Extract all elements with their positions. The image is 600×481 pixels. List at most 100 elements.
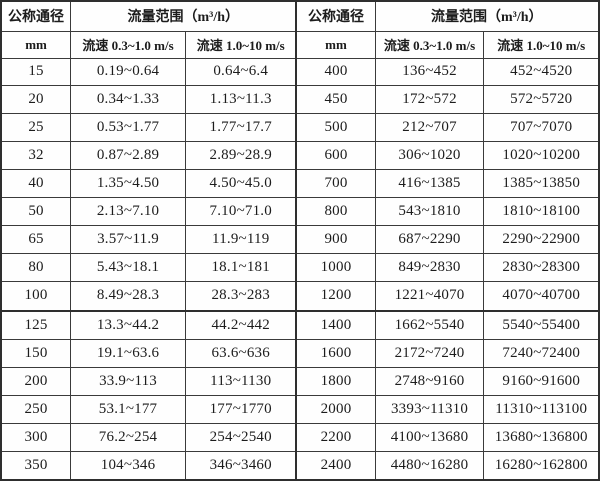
diameter-cell: 65	[0, 225, 72, 255]
flow-low-cell: 3393~11310	[374, 394, 485, 424]
diameter-cell: 800	[295, 197, 376, 227]
flow-low-cell: 543~1810	[374, 197, 485, 227]
flow-low-cell: 1221~4070	[374, 281, 485, 311]
flow-low-cell: 0.87~2.89	[70, 141, 187, 171]
diameter-cell: 350	[0, 450, 72, 481]
flow-low-cell: 1.35~4.50	[70, 169, 187, 199]
flow-low-cell: 1662~5540	[374, 309, 485, 340]
flow-low-cell: 849~2830	[374, 253, 485, 283]
diameter-cell: 2400	[295, 450, 376, 481]
table-row: 50 2.13~7.10 7.10~71.0 800 543~1810 1810~1810…	[0, 197, 600, 227]
flow-high-cell: 44.2~442	[185, 309, 298, 340]
diameter-cell: 200	[0, 366, 72, 396]
flow-high-cell: 63.6~636	[185, 338, 298, 368]
flow-range-header-right: 流量范围（m³/h）	[374, 0, 600, 32]
flow-high-cell: 1385~13850	[483, 169, 600, 199]
velocity-low-header-left: 流速 0.3~1.0 m/s	[70, 30, 187, 59]
diameter-cell: 500	[295, 113, 376, 143]
unit-header-left: mm	[0, 30, 72, 59]
flow-high-cell: 572~5720	[483, 85, 600, 115]
table-row: 32 0.87~2.89 2.89~28.9 600 306~1020 1020~1020…	[0, 141, 600, 171]
flow-range-header-left: 流量范围（m³/h）	[70, 0, 298, 32]
flow-low-cell: 0.34~1.33	[70, 85, 187, 115]
flow-high-cell: 5540~55400	[483, 309, 600, 340]
flow-high-cell: 113~1130	[185, 366, 298, 396]
velocity-high-header-left: 流速 1.0~10 m/s	[185, 30, 298, 59]
flow-high-cell: 0.64~6.4	[185, 57, 298, 87]
flow-low-cell: 5.43~18.1	[70, 253, 187, 283]
flow-low-cell: 172~572	[374, 85, 485, 115]
flow-low-cell: 2748~9160	[374, 366, 485, 396]
flow-low-cell: 19.1~63.6	[70, 338, 187, 368]
diameter-cell: 20	[0, 85, 72, 115]
diameter-cell: 80	[0, 253, 72, 283]
flow-high-cell: 4070~40700	[483, 281, 600, 311]
diameter-cell: 1600	[295, 338, 376, 368]
flow-high-cell: 7240~72400	[483, 338, 600, 368]
flow-high-cell: 2290~22900	[483, 225, 600, 255]
diameter-cell: 15	[0, 57, 72, 87]
diameter-cell: 250	[0, 394, 72, 424]
flow-high-cell: 177~1770	[185, 394, 298, 424]
diameter-cell: 1200	[295, 281, 376, 311]
flow-high-cell: 4.50~45.0	[185, 169, 298, 199]
flow-low-cell: 8.49~28.3	[70, 281, 187, 311]
diameter-cell: 1800	[295, 366, 376, 396]
header-row-groups: 公称通径 流量范围（m³/h） 公称通径 流量范围（m³/h）	[0, 0, 600, 32]
table-row: 40 1.35~4.50 4.50~45.0 700 416~1385 1385~1385…	[0, 169, 600, 199]
flow-high-cell: 11.9~119	[185, 225, 298, 255]
diameter-cell: 900	[295, 225, 376, 255]
diameter-cell: 450	[295, 85, 376, 115]
flow-low-cell: 4480~16280	[374, 450, 485, 481]
flow-high-cell: 254~2540	[185, 422, 298, 452]
table-row: 150 19.1~63.6 63.6~636 1600 2172~7240 7240~72…	[0, 338, 600, 368]
diameter-cell: 1000	[295, 253, 376, 283]
diameter-cell: 300	[0, 422, 72, 452]
flow-high-cell: 1.77~17.7	[185, 113, 298, 143]
flow-high-cell: 7.10~71.0	[185, 197, 298, 227]
table-row: 125 13.3~44.2 44.2~442 1400 1662~5540 5540~55…	[0, 309, 600, 340]
flow-high-cell: 346~3460	[185, 450, 298, 481]
flow-high-cell: 452~4520	[483, 57, 600, 87]
flow-high-cell: 2.89~28.9	[185, 141, 298, 171]
flow-low-cell: 0.19~0.64	[70, 57, 187, 87]
flow-low-cell: 2172~7240	[374, 338, 485, 368]
table-row: 65 3.57~11.9 11.9~119 900 687~2290 2290~22900	[0, 225, 600, 255]
diameter-cell: 2200	[295, 422, 376, 452]
unit-header-right: mm	[295, 30, 376, 59]
table-row: 350 104~346 346~3460 2400 4480~16280 16280~16…	[0, 450, 600, 481]
diameter-cell: 1400	[295, 309, 376, 340]
table-row: 20 0.34~1.33 1.13~11.3 450 172~572 572~5720	[0, 85, 600, 115]
table-row: 300 76.2~254 254~2540 2200 4100~13680 13680~1…	[0, 422, 600, 452]
diameter-header-right: 公称通径	[295, 0, 376, 32]
flow-high-cell: 16280~162800	[483, 450, 600, 481]
flow-high-cell: 18.1~181	[185, 253, 298, 283]
flow-low-cell: 687~2290	[374, 225, 485, 255]
flow-high-cell: 2830~28300	[483, 253, 600, 283]
diameter-cell: 600	[295, 141, 376, 171]
table-body: 15 0.19~0.64 0.64~6.4 400 136~452 452~4520 20 0…	[0, 57, 600, 481]
flow-low-cell: 33.9~113	[70, 366, 187, 396]
flow-high-cell: 9160~91600	[483, 366, 600, 396]
flow-high-cell: 28.3~283	[185, 281, 298, 311]
velocity-low-header-right: 流速 0.3~1.0 m/s	[374, 30, 485, 59]
diameter-cell: 2000	[295, 394, 376, 424]
diameter-cell: 125	[0, 309, 72, 340]
diameter-cell: 32	[0, 141, 72, 171]
diameter-cell: 40	[0, 169, 72, 199]
diameter-cell: 150	[0, 338, 72, 368]
table-row: 100 8.49~28.3 28.3~283 1200 1221~4070 4070~40…	[0, 281, 600, 311]
diameter-header-left: 公称通径	[0, 0, 72, 32]
table-row: 250 53.1~177 177~1770 2000 3393~11310 11310~1…	[0, 394, 600, 424]
flow-low-cell: 13.3~44.2	[70, 309, 187, 340]
header-row-units: mm 流速 0.3~1.0 m/s 流速 1.0~10 m/s mm 流速 0.…	[0, 30, 600, 59]
velocity-high-header-right: 流速 1.0~10 m/s	[483, 30, 600, 59]
table-row: 25 0.53~1.77 1.77~17.7 500 212~707 707~7070	[0, 113, 600, 143]
table-header: 公称通径 流量范围（m³/h） 公称通径 流量范围（m³/h） mm 流速 0.…	[0, 0, 600, 59]
diameter-cell: 700	[295, 169, 376, 199]
flow-low-cell: 76.2~254	[70, 422, 187, 452]
flow-high-cell: 13680~136800	[483, 422, 600, 452]
diameter-cell: 400	[295, 57, 376, 87]
flow-low-cell: 136~452	[374, 57, 485, 87]
